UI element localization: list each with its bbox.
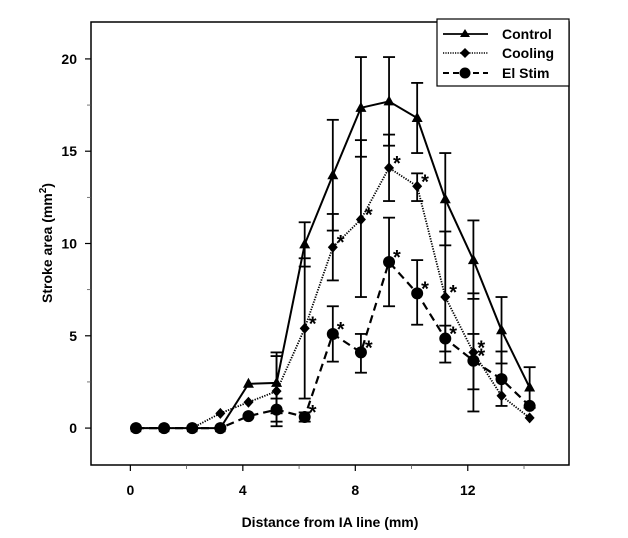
data-point-control (411, 111, 423, 122)
data-point-el-stim (186, 422, 199, 435)
triangle-marker-icon (460, 29, 470, 37)
data-point-el-stim (129, 422, 142, 435)
legend-entry-el-stim: El Stim (443, 65, 549, 81)
significance-star-el-stim: * (365, 337, 373, 359)
data-point-cooling (299, 322, 310, 334)
x-tick-label: 0 (126, 482, 134, 498)
data-point-control (271, 376, 283, 387)
circle-marker-icon (459, 67, 471, 79)
significance-layer: ************** (309, 153, 486, 424)
x-axis-title: Distance from IA line (mm) (242, 514, 419, 530)
diamond-marker-icon (460, 48, 470, 58)
significance-star-cooling: * (421, 171, 429, 193)
data-point-control (383, 95, 395, 106)
data-point-control (299, 238, 311, 249)
data-point-control (467, 254, 479, 265)
y-tick-label: 5 (69, 328, 77, 344)
data-point-cooling (215, 407, 226, 419)
legend-entry-cooling: Cooling (443, 45, 554, 61)
data-point-control (524, 381, 536, 392)
data-point-el-stim (523, 399, 536, 412)
data-point-control (242, 377, 254, 388)
significance-star-el-stim: * (393, 247, 401, 269)
data-point-cooling (412, 180, 423, 192)
data-point-cooling (384, 162, 395, 174)
series-markers-layer (129, 95, 536, 435)
significance-star-el-stim: * (477, 346, 485, 368)
legend-label-control: Control (502, 26, 552, 42)
data-point-el-stim (354, 346, 367, 359)
significance-star-cooling: * (337, 232, 345, 254)
data-point-cooling (243, 396, 254, 408)
x-tick-label: 4 (239, 482, 247, 498)
significance-star-cooling: * (393, 153, 401, 175)
significance-star-el-stim: * (449, 324, 457, 346)
y-axis-title-close: ) (39, 183, 55, 188)
data-point-el-stim (326, 327, 339, 340)
significance-star-cooling: * (477, 337, 485, 359)
data-point-cooling (355, 214, 366, 226)
data-point-cooling (327, 241, 338, 253)
legend-label-cooling: Cooling (502, 45, 554, 61)
data-point-control (496, 324, 508, 335)
legend-label-el-stim: El Stim (502, 65, 549, 81)
y-tick-label: 15 (61, 143, 77, 159)
legend-entry-control: Control (443, 26, 552, 42)
data-point-cooling (524, 412, 535, 424)
series-line-cooling (136, 166, 531, 430)
y-tick-label: 20 (61, 51, 77, 67)
y-axis-title: Stroke area (mm2) (38, 183, 55, 303)
data-point-cooling (468, 346, 479, 358)
data-point-control (355, 101, 367, 112)
x-tick-label: 12 (460, 482, 476, 498)
significance-star-cooling: * (449, 282, 457, 304)
data-point-el-stim (383, 255, 396, 268)
significance-star-el-stim: * (309, 402, 317, 424)
x-tick-label: 8 (351, 482, 359, 498)
legend: Control Cooling El Stim (436, 18, 570, 87)
data-point-el-stim (495, 373, 508, 386)
data-point-cooling (440, 291, 451, 303)
significance-star-cooling: * (365, 205, 373, 227)
data-point-cooling (496, 390, 507, 402)
data-point-el-stim (214, 422, 227, 435)
y-axis-title-main: Stroke area (mm (39, 193, 55, 303)
data-point-control (439, 193, 451, 204)
y-axis-title-superscript: 2 (38, 187, 49, 193)
data-point-el-stim (270, 403, 283, 416)
data-point-el-stim (158, 422, 171, 435)
error-bars-layer (270, 56, 536, 428)
data-point-el-stim (467, 354, 480, 367)
data-point-el-stim (242, 410, 255, 423)
significance-star-el-stim: * (421, 278, 429, 300)
x-axis: 0 4 8 12 (126, 465, 525, 498)
y-tick-label: 10 (61, 236, 77, 252)
y-tick-label: 0 (69, 420, 77, 436)
legend-box (436, 18, 570, 87)
significance-star-el-stim: * (337, 319, 345, 341)
data-point-el-stim (411, 287, 424, 300)
data-point-el-stim (439, 332, 452, 345)
plot-frame (90, 21, 570, 466)
data-point-control (327, 169, 339, 180)
significance-star-cooling: * (309, 313, 317, 335)
data-point-el-stim (298, 411, 311, 424)
data-point-cooling (271, 385, 282, 397)
y-axis: 0 5 10 15 20 (61, 51, 91, 436)
